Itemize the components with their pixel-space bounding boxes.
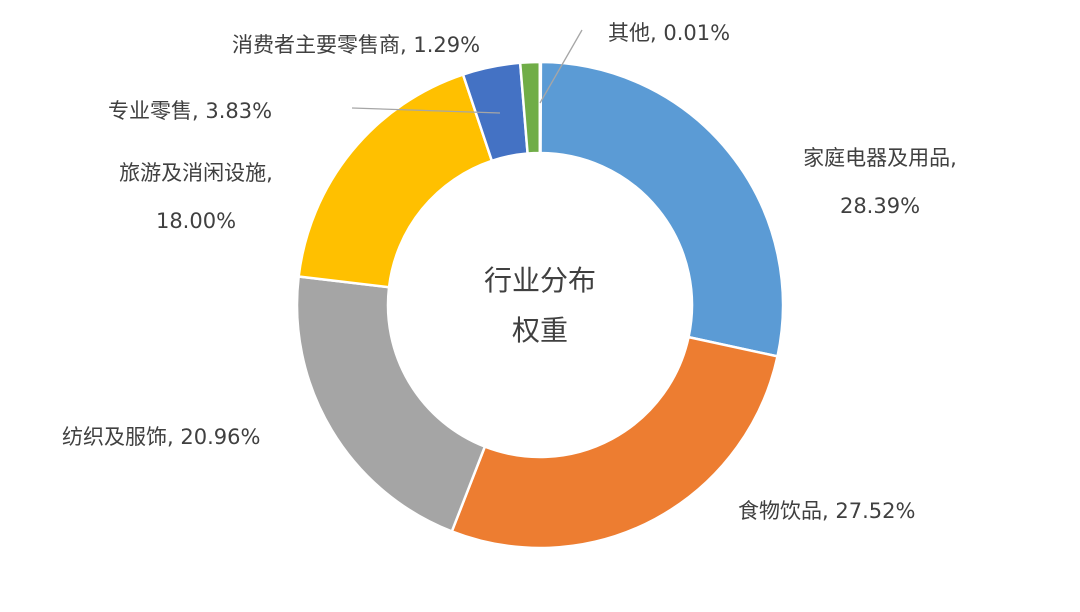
data-label-4-line-0: 专业零售, 3.83% [108, 99, 272, 123]
data-label-5-line-0: 消费者主要零售商, 1.29% [232, 33, 480, 57]
data-label-3: 旅游及消闲设施, 18.00% [119, 161, 273, 233]
slice-2 [295, 275, 487, 534]
data-label-1-line-0: 食物饮品, 27.52% [738, 499, 915, 523]
data-labels-layer: 家庭电器及用品, 28.39% 食物饮品, 27.52% 纺织及服饰, 20.96% 旅… [62, 21, 957, 523]
data-label-0-line-1: 28.39% [840, 194, 920, 218]
slice-0 [538, 60, 785, 358]
center-label-line-2: 权重 [512, 314, 568, 347]
data-label-5: 消费者主要零售商, 1.29% [232, 33, 480, 57]
data-label-0-line-0: 家庭电器及用品, [803, 146, 957, 170]
leader-lines-layer [351, 29, 583, 114]
slices-layer [295, 60, 785, 550]
leader-line-4 [351, 107, 501, 114]
data-label-4: 专业零售, 3.83% [108, 99, 272, 123]
data-label-3-line-1: 18.00% [156, 209, 236, 233]
data-label-0: 家庭电器及用品, 28.39% [803, 146, 957, 218]
center-label: 行业分布 权重 [484, 264, 596, 347]
slice-3 [297, 72, 494, 289]
slice-6 [538, 60, 543, 155]
leader-line-6 [539, 29, 583, 104]
slice-1 [450, 335, 779, 550]
data-label-1: 食物饮品, 27.52% [738, 499, 915, 523]
data-label-3-line-0: 旅游及消闲设施, [119, 161, 273, 185]
data-label-2: 纺织及服饰, 20.96% [62, 425, 260, 449]
data-label-6-line-0: 其他, 0.01% [608, 21, 730, 45]
data-label-2-line-0: 纺织及服饰, 20.96% [62, 425, 260, 449]
center-label-line-1: 行业分布 [484, 264, 596, 297]
data-label-6: 其他, 0.01% [608, 21, 730, 45]
